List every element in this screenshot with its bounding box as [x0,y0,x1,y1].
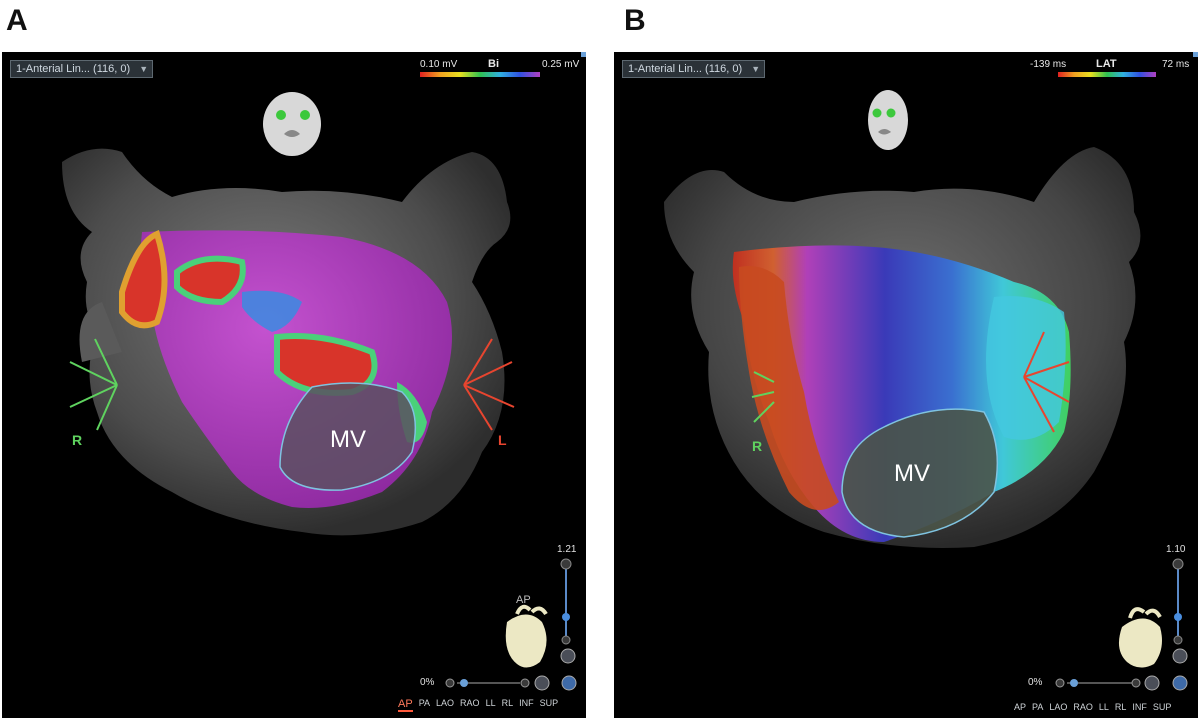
view-button-pa[interactable]: PA [1032,702,1044,712]
map-selector-label: 1-Anterial Lin... (116, 0) [16,63,131,75]
transparency-percent-label: 0% [420,677,435,688]
left-marker-label: L [498,432,507,448]
view-button-sup[interactable]: SUP [1152,702,1172,712]
right-marker-label: R [752,438,763,454]
scar-region-upper [174,255,246,306]
map-selector-dropdown[interactable]: 1-Anterial Lin... (116, 0) ▼ [622,60,766,78]
right-orientation-marker [69,338,118,431]
view-button-inf[interactable]: INF [519,698,534,708]
scale-title-label: Bi [488,58,499,70]
voltage-color-scale-bar [420,72,540,77]
panel-b-viewport[interactable]: 1-Anterial Lin... (116, 0) ▼ -139 ms LAT… [614,52,1198,718]
zoom-value-label: 1.10 [1166,544,1186,555]
transparency-slider[interactable] [445,675,577,691]
atrium-appendage-shape [79,302,122,362]
corner-indicator [581,52,586,57]
border-zone-band [242,290,302,332]
panel-b-3d-map[interactable] [614,52,1198,718]
heart-orientation-icon[interactable] [1118,607,1162,668]
chevron-down-icon: ▼ [751,64,761,74]
orientation-label: AP [516,594,531,606]
late-activation-region [986,296,1066,440]
chevron-down-icon: ▼ [139,64,149,74]
zoom-value-label: 1.21 [557,544,577,555]
scar-region-left [119,230,168,329]
map-selector-label: 1-Anterial Lin... (116, 0) [628,63,743,75]
view-button-ll[interactable]: LL [1098,702,1109,712]
view-button-ap[interactable]: AP [398,698,413,712]
view-button-rao[interactable]: RAO [1073,702,1093,712]
right-marker-label: R [72,432,83,448]
scale-max-label: 72 ms [1162,59,1190,70]
scale-min-label: 0.10 mV [420,59,458,70]
panel-a-3d-map[interactable] [2,52,586,718]
lat-color-scale-bar [1058,72,1156,77]
view-button-inf[interactable]: INF [1132,702,1147,712]
left-orientation-marker [463,338,515,431]
view-button-sup[interactable]: SUP [539,698,559,708]
scale-max-label: 0.25 mV [542,59,580,70]
mitral-valve-region [279,382,417,491]
mitral-valve-region [841,408,999,538]
zoom-slider[interactable] [560,558,576,664]
face-orientation-icon [263,92,321,156]
view-button-pa[interactable]: PA [418,698,431,708]
face-orientation-icon [868,90,908,150]
scale-title-label: LAT [1096,58,1117,70]
zoom-slider[interactable] [1172,558,1188,664]
transparency-slider[interactable] [1055,675,1188,691]
view-button-ap[interactable]: AP [1014,702,1027,712]
scale-min-label: -139 ms [1030,59,1067,70]
right-orientation-marker [751,371,775,423]
view-button-rao[interactable]: RAO [460,698,480,708]
panel-a-viewport[interactable]: 1-Anterial Lin... (116, 0) ▼ 0.10 mV Bi … [2,52,586,718]
view-buttons-bar: AP PA LAO RAO LL RL INF SUP [1014,702,1171,712]
view-button-lao[interactable]: LAO [1049,702,1068,712]
scar-region-center [274,333,378,396]
heart-orientation-icon[interactable] [505,604,548,668]
early-activation-region [739,266,839,510]
mitral-valve-label: MV [894,460,930,487]
corner-indicator [1193,52,1198,57]
transparency-percent-label: 0% [1028,677,1043,688]
panel-a-letter: A [6,4,28,37]
map-selector-dropdown[interactable]: 1-Anterial Lin... (116, 0) ▼ [10,60,154,78]
mitral-valve-label: MV [330,426,366,453]
view-button-rl[interactable]: RL [501,698,514,708]
view-buttons-bar: AP PA LAO RAO LL RL INF SUP [398,698,558,712]
view-button-rl[interactable]: RL [1114,702,1127,712]
panel-b-letter: B [624,4,646,37]
view-button-lao[interactable]: LAO [436,698,455,708]
view-button-ll[interactable]: LL [485,698,496,708]
left-orientation-marker [1023,331,1070,433]
